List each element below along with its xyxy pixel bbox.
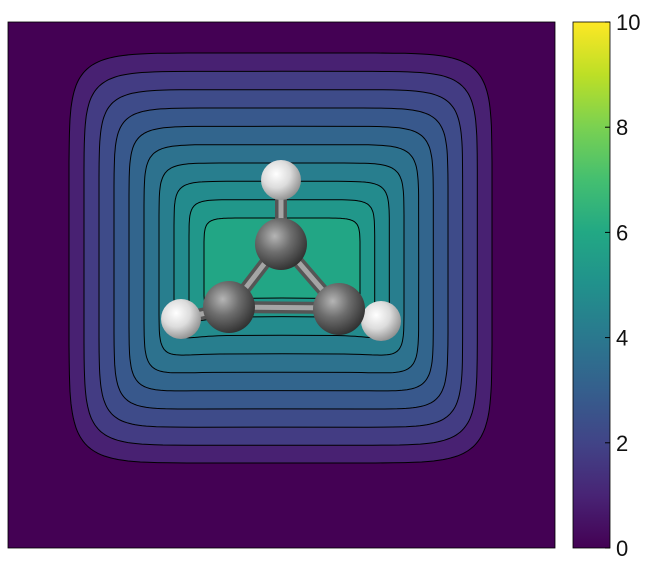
atom-carbon-top	[255, 218, 307, 270]
colorbar-gradient	[573, 22, 610, 548]
colorbar-tick-label-0: 0	[616, 536, 628, 561]
molecule-overlay	[161, 160, 401, 341]
colorbar-ticks: 0 2 4 6 8 10	[605, 10, 640, 561]
colorbar-frame	[572, 21, 611, 549]
colorbar-tick-label-8: 8	[616, 115, 628, 140]
plot-area	[7, 21, 556, 549]
colorbar-tick-label-10: 10	[616, 10, 640, 35]
atom-hydrogen-top	[261, 160, 301, 200]
colorbar: 0 2 4 6 8 10	[572, 10, 640, 561]
atom-carbon-right	[313, 283, 365, 335]
atom-hydrogen-left	[161, 299, 201, 339]
colorbar-tick-label-4: 4	[616, 326, 628, 351]
plot-frame	[7, 21, 556, 549]
atom-carbon-left	[203, 281, 255, 333]
colorbar-tick-label-2: 2	[616, 431, 628, 456]
colorbar-tick-label-6: 6	[616, 220, 628, 245]
atom-hydrogen-right	[361, 301, 401, 341]
